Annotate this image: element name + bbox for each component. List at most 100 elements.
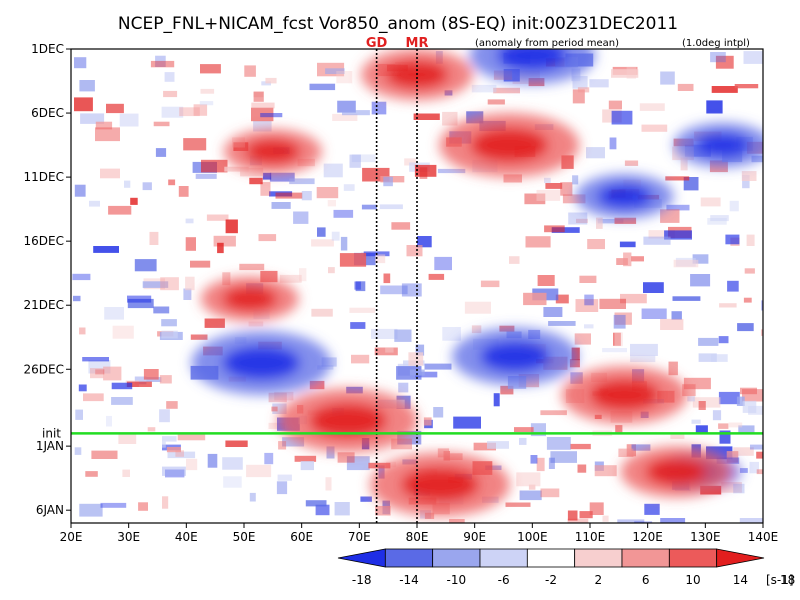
x-tick-label: 40E: [175, 530, 198, 544]
colorbar-segment: [384, 548, 434, 568]
noise-cell: [584, 324, 594, 329]
noise-cell: [442, 111, 458, 126]
noise-cell: [536, 457, 545, 472]
noise-cell: [379, 204, 403, 210]
positive-anomaly-core: [402, 468, 479, 501]
noise-cell: [741, 171, 757, 181]
y-tick-label: 6JAN: [36, 503, 64, 517]
noise-cell: [309, 83, 336, 91]
noise-cell: [315, 504, 330, 516]
noise-cell: [333, 209, 354, 218]
noise-cell: [695, 425, 708, 434]
noise-cell: [337, 100, 356, 113]
noise-cell: [611, 69, 639, 78]
noise-cell: [729, 200, 739, 212]
noise-cell: [540, 410, 567, 416]
noise-cell: [613, 314, 626, 329]
noise-cell: [409, 369, 425, 376]
noise-cell: [85, 471, 98, 477]
noise-cell: [536, 189, 561, 201]
noise-cell: [545, 183, 563, 189]
noise-cell: [342, 110, 370, 116]
noise-cell: [346, 456, 370, 471]
noise-cell: [253, 91, 264, 102]
noise-cell: [711, 86, 738, 93]
noise-cell: [737, 323, 754, 332]
noise-cell: [161, 106, 184, 118]
noise-cell: [301, 191, 312, 201]
noise-cell: [147, 427, 156, 432]
noise-cell: [514, 427, 534, 432]
noise-cell: [519, 437, 527, 445]
noise-cell: [710, 215, 729, 222]
noise-cell: [596, 217, 603, 229]
noise-cell: [134, 259, 157, 272]
noise-cell: [736, 396, 745, 406]
noise-cell: [95, 127, 120, 142]
noise-cell: [544, 225, 565, 233]
noise-cell: [594, 465, 617, 477]
noise-cell: [265, 77, 277, 84]
noise-cell: [207, 453, 218, 468]
noise-cell: [434, 256, 452, 271]
noise-cell: [718, 336, 729, 344]
x-tick-label: 70E: [348, 530, 371, 544]
anomaly-features: [191, 49, 763, 517]
noise-cell: [718, 391, 740, 405]
noise-cell: [568, 212, 588, 225]
noise-cell: [317, 227, 326, 237]
noise-cell: [361, 204, 377, 210]
noise-cell: [368, 462, 391, 469]
x-tick-label: 140E: [748, 530, 779, 544]
noise-cell: [660, 318, 684, 330]
noise-cell: [670, 434, 685, 439]
noise-cell: [550, 451, 577, 463]
noise-cell: [168, 179, 176, 186]
noise-cell: [406, 245, 423, 257]
noise-cell: [149, 231, 159, 245]
noise-cell: [246, 464, 272, 478]
noise-cell: [683, 377, 711, 390]
colorbar-segment: [621, 548, 670, 568]
noise-cell: [408, 352, 424, 366]
y-axis: 1DEC 6DEC 11DEC 16DEC 21DEC 26DEC 1JAN 6JAN: [24, 42, 71, 517]
noise-cell: [178, 186, 189, 197]
marker-label-mr: MR: [406, 36, 429, 51]
noise-cell: [271, 202, 291, 209]
noise-cell: [343, 184, 355, 191]
noise-cell: [700, 197, 721, 207]
noise-cell: [648, 230, 675, 239]
noise-cell: [611, 110, 633, 125]
colorbar-segment: [668, 548, 718, 568]
noise-cell: [332, 113, 358, 121]
noise-cell: [161, 319, 177, 327]
noise-cell: [672, 296, 701, 301]
noise-cell: [710, 52, 726, 63]
noise-cell: [371, 101, 387, 115]
noise-cell: [249, 177, 263, 185]
noise-cell: [83, 393, 104, 402]
noise-cell: [516, 472, 541, 487]
noise-cell: [727, 280, 739, 292]
noise-cell: [641, 308, 667, 319]
noise-cell: [278, 441, 287, 450]
noise-cell: [464, 301, 491, 314]
noise-cell: [127, 298, 154, 309]
colorbar-tick-label: 6: [642, 573, 650, 587]
noise-cell: [664, 230, 692, 240]
noise-cell: [680, 157, 688, 171]
noise-cell: [111, 382, 133, 390]
noise-cell: [391, 438, 412, 450]
noise-cell: [505, 502, 531, 507]
noise-cell: [380, 285, 408, 295]
noise-cell: [166, 447, 181, 453]
noise-cell: [749, 461, 759, 474]
colorbar-segment: [337, 548, 386, 568]
noise-cell: [574, 333, 591, 345]
x-tick-label: 20E: [60, 530, 83, 544]
noise-cell: [548, 457, 555, 469]
noise-cell: [244, 65, 256, 77]
noise-cell: [614, 332, 623, 347]
noise-cell: [555, 294, 569, 304]
noise-cell: [185, 276, 195, 291]
